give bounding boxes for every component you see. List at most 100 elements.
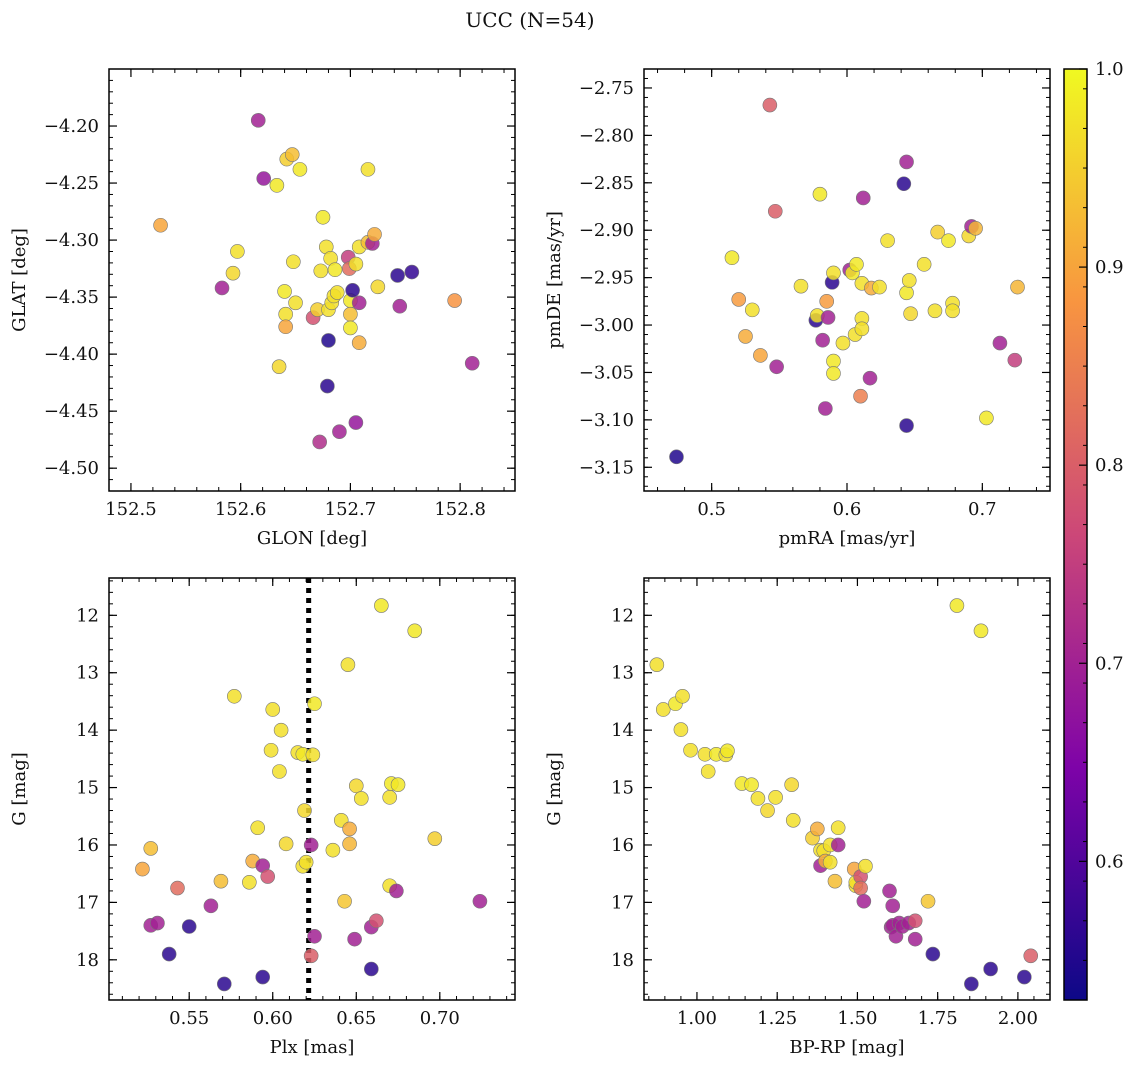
y-tick-label: −2.85 bbox=[579, 173, 634, 194]
data-point bbox=[899, 285, 914, 301]
data-point bbox=[203, 898, 219, 914]
data-point bbox=[1010, 279, 1025, 295]
data-point bbox=[784, 777, 799, 792]
y-tick-label: 14 bbox=[611, 720, 634, 741]
data-point bbox=[227, 688, 242, 704]
data-point bbox=[332, 424, 347, 439]
data-point bbox=[818, 401, 833, 416]
x-tick-label: 1.00 bbox=[677, 1008, 717, 1029]
data-point bbox=[307, 928, 322, 944]
data-point bbox=[256, 171, 272, 186]
data-point bbox=[830, 837, 846, 853]
data-point bbox=[855, 190, 871, 206]
data-point bbox=[872, 279, 887, 295]
x-axis-label: pmRA [mas/yr] bbox=[779, 528, 916, 549]
y-tick-label: 13 bbox=[76, 663, 99, 684]
data-point bbox=[973, 623, 989, 639]
figure-title: UCC (N=54) bbox=[465, 8, 594, 32]
colorbar-tick-label: 1.0 bbox=[1095, 59, 1124, 80]
data-point bbox=[390, 268, 405, 283]
data-point bbox=[649, 657, 665, 672]
data-point bbox=[348, 778, 364, 794]
y-tick-label: 18 bbox=[76, 950, 99, 971]
data-point bbox=[826, 265, 841, 281]
x-tick-label: 0.55 bbox=[169, 1008, 209, 1029]
data-point bbox=[278, 319, 293, 335]
data-point bbox=[768, 790, 783, 805]
data-point bbox=[303, 948, 319, 964]
data-point bbox=[901, 273, 917, 288]
data-point bbox=[230, 244, 245, 259]
x-tick-label: 152.6 bbox=[215, 499, 267, 520]
data-point bbox=[744, 777, 759, 792]
data-point bbox=[269, 178, 285, 193]
x-tick-label: 0.60 bbox=[253, 1008, 293, 1029]
data-point bbox=[225, 265, 241, 281]
data-point bbox=[351, 295, 367, 311]
data-point bbox=[1007, 352, 1023, 368]
data-point bbox=[315, 209, 331, 225]
data-point bbox=[673, 722, 689, 737]
data-point bbox=[313, 263, 329, 279]
data-point bbox=[880, 233, 895, 248]
y-tick-label: −4.40 bbox=[44, 344, 99, 365]
data-point bbox=[724, 250, 740, 266]
x-axis-label: GLON [deg] bbox=[257, 528, 367, 549]
data-point bbox=[907, 913, 923, 929]
y-tick-label: −3.00 bbox=[579, 315, 634, 336]
scatter-panel-4: 1.00 1.25 1.50 1.75 2.00 12 13 14 15 16 17 18 BP-RP … bbox=[544, 577, 1051, 1058]
data-point bbox=[321, 333, 336, 348]
data-point bbox=[767, 203, 783, 219]
data-point bbox=[278, 306, 293, 322]
data-point bbox=[312, 434, 327, 450]
y-tick-label: 17 bbox=[611, 892, 634, 913]
data-point bbox=[820, 310, 836, 325]
data-points bbox=[153, 113, 480, 450]
x-tick-label: 2.00 bbox=[998, 1008, 1038, 1029]
data-point bbox=[242, 874, 257, 890]
data-point bbox=[762, 97, 778, 113]
data-point bbox=[360, 162, 376, 177]
x-tick-label: 0.70 bbox=[420, 1008, 460, 1029]
y-tick-label: 15 bbox=[76, 778, 99, 799]
data-point bbox=[720, 743, 735, 759]
x-tick-label: 0.65 bbox=[336, 1008, 376, 1029]
data-point bbox=[853, 388, 868, 404]
data-point bbox=[343, 320, 358, 336]
scatter-panel-3: 0.55 0.60 0.65 0.70 12 13 14 15 16 17 18 Plx [mas] G… bbox=[9, 577, 516, 1058]
data-point bbox=[920, 893, 936, 909]
data-point bbox=[769, 359, 784, 375]
data-point bbox=[342, 821, 357, 837]
data-point bbox=[738, 329, 753, 344]
data-point bbox=[370, 279, 386, 295]
data-point bbox=[925, 946, 941, 962]
y-tick-label: −4.20 bbox=[44, 116, 99, 137]
y-tick-label: −3.10 bbox=[579, 410, 634, 431]
data-point bbox=[298, 854, 314, 870]
data-point bbox=[343, 306, 358, 322]
data-point bbox=[284, 147, 300, 162]
data-point bbox=[292, 162, 308, 177]
data-point bbox=[161, 946, 177, 962]
data-point bbox=[815, 332, 830, 348]
y-tick-label: −4.35 bbox=[44, 287, 99, 308]
x-tick-label: 152.5 bbox=[105, 499, 157, 520]
data-point bbox=[250, 820, 265, 836]
data-point bbox=[949, 598, 965, 613]
scatter-panel-1: 152.5 152.6 152.7 152.8 −4.20 −4.25 −4.30 −4.35… bbox=[9, 68, 516, 549]
data-point bbox=[389, 883, 404, 899]
data-point bbox=[255, 969, 271, 985]
data-point bbox=[899, 418, 914, 433]
x-tick-label: 152.8 bbox=[434, 499, 486, 520]
data-point bbox=[329, 285, 345, 300]
x-tick-label: 1.25 bbox=[757, 1008, 797, 1029]
data-point bbox=[348, 256, 364, 272]
data-point bbox=[979, 410, 994, 426]
y-tick-label: −4.45 bbox=[44, 401, 99, 422]
data-point bbox=[819, 294, 835, 309]
plot-frame bbox=[108, 577, 516, 1001]
data-point bbox=[899, 154, 914, 170]
x-tick-label: 0.7 bbox=[968, 499, 997, 520]
data-point bbox=[320, 378, 335, 394]
